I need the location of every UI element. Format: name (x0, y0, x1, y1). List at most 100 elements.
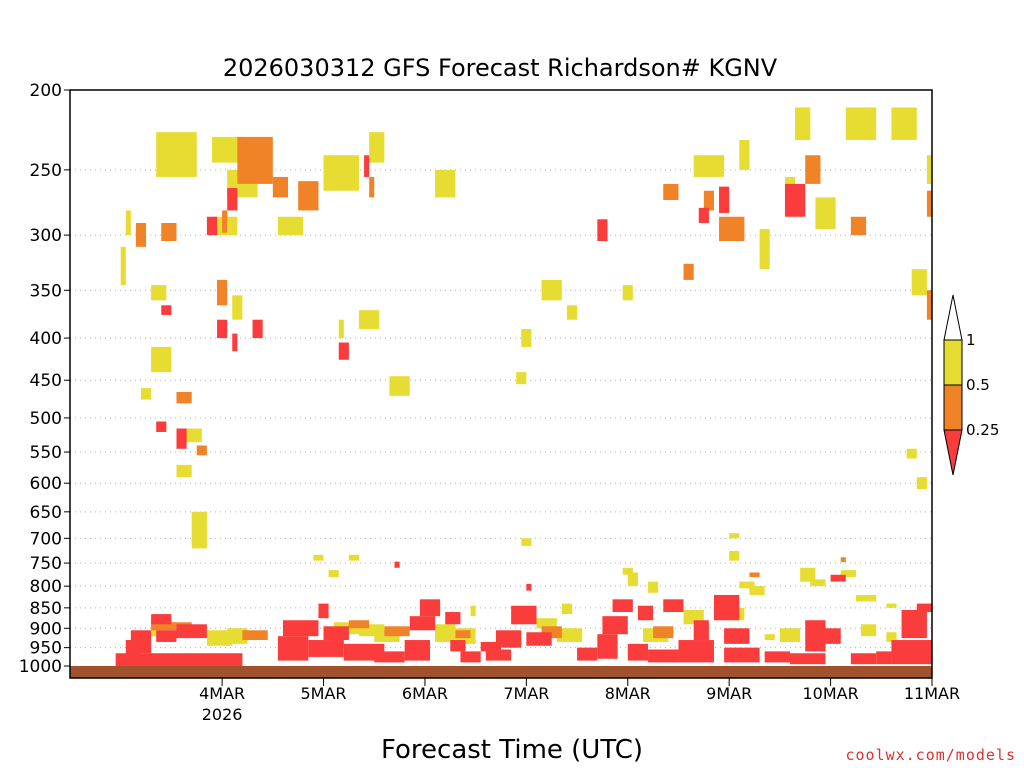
y-tick-label: 200 (30, 81, 62, 101)
ri-yellow-cell (739, 140, 750, 170)
ri-yellow-cell (759, 229, 770, 270)
ri-red-cell (678, 640, 714, 663)
ri-red-cell (338, 342, 349, 360)
x-tick-label: 4MAR (199, 684, 245, 703)
y-tick-label: 950 (30, 639, 62, 659)
ri-orange-cell (541, 626, 562, 639)
ri-red-cell (901, 609, 927, 639)
ri-orange-cell (719, 216, 745, 242)
ri-red-cell (805, 620, 826, 652)
ri-orange-cell (749, 572, 760, 578)
ri-yellow-cell (622, 567, 633, 575)
ground-strip (70, 666, 932, 678)
ri-red-cell (308, 640, 344, 657)
ri-yellow-cell (926, 155, 932, 184)
ri-yellow-cell (338, 319, 344, 339)
ri-red-cell (916, 603, 932, 613)
ri-orange-cell (161, 222, 177, 242)
ri-red-cell (891, 640, 932, 665)
x-tick-label: 5MAR (301, 684, 347, 703)
y-tick-label: 800 (30, 577, 62, 597)
y-tick-label: 1000 (19, 657, 62, 677)
y-tick-label: 250 (30, 161, 62, 181)
ri-yellow-cell (313, 554, 324, 561)
ri-yellow-cell (369, 132, 385, 163)
ri-red-cell (602, 616, 628, 635)
ri-red-cell (227, 188, 238, 211)
ri-red-cell (156, 421, 167, 432)
ri-red-cell (217, 319, 228, 339)
ri-red-cell (526, 583, 532, 591)
ri-yellow-cell (348, 554, 360, 561)
ri-red-cell (784, 183, 806, 217)
ri-red-cell (713, 594, 740, 621)
ri-orange-cell (703, 190, 714, 211)
ri-red-cell (374, 651, 405, 663)
credit-link[interactable]: coolwx.com/models (845, 746, 1016, 764)
ri-yellow-cell (359, 624, 385, 637)
ri-red-cell (409, 616, 436, 631)
ri-red-cell (790, 653, 826, 665)
ri-yellow-cell (916, 477, 927, 490)
ri-yellow-cell (140, 388, 152, 400)
ri-red-cell (724, 647, 760, 663)
ri-red-cell (404, 640, 431, 661)
ri-yellow-cell (800, 567, 816, 582)
ri-yellow-cell (176, 464, 192, 478)
ri-red-cell (693, 620, 709, 641)
ri-red-cell (637, 605, 654, 621)
ri-red-cell (480, 641, 501, 652)
y-tick-label: 550 (30, 443, 62, 463)
ri-orange-cell (805, 155, 821, 184)
ri-red-cell (526, 632, 552, 646)
y-tick-label: 400 (30, 329, 62, 349)
ri-yellow-cell (622, 285, 633, 301)
ri-orange-cell (135, 222, 147, 247)
ri-orange-cell (151, 622, 192, 631)
x-tick-label: 11MAR (904, 684, 960, 703)
ri-red-cell (232, 333, 238, 352)
ri-yellow-cell (729, 550, 740, 561)
y-tick-label: 700 (30, 529, 62, 549)
ri-red-cell (876, 651, 892, 665)
ri-red-cell (724, 628, 750, 644)
ri-red-cell (115, 653, 243, 666)
ri-orange-cell (926, 290, 932, 320)
y-tick-label: 350 (30, 281, 62, 301)
ri-red-cell (252, 319, 263, 339)
y-axis: 200 250 300 350 400 450 500 550 600 650 700 750 8008… (19, 81, 70, 677)
ri-yellow-cell (516, 372, 527, 385)
ri-red-cell (318, 603, 329, 619)
ri-orange-cell (840, 557, 846, 563)
y-tick-label: 600 (30, 474, 62, 494)
ri-yellow-cell (206, 630, 233, 646)
ri-yellow-cell (729, 533, 740, 539)
ri-yellow-cell (911, 269, 927, 296)
ri-red-cell (698, 207, 709, 223)
ri-orange-cell (217, 279, 228, 306)
richardson-cells (115, 107, 932, 666)
plot-frame (69, 89, 933, 679)
legend-threshold-label: 0.5 (966, 376, 990, 394)
x-tick-sublabel: 2026 (202, 705, 243, 724)
ri-red-cell (825, 628, 841, 644)
y-tick-label: 750 (30, 554, 62, 574)
ri-red-cell (130, 630, 152, 654)
ri-red-cell (176, 624, 207, 639)
ri-red-cell (511, 605, 537, 625)
ri-red-cell (282, 620, 319, 637)
ri-red-cell (719, 186, 730, 213)
ri-red-cell (764, 651, 791, 663)
ri-yellow-cell (648, 581, 659, 593)
ri-orange-cell (196, 445, 207, 456)
ri-yellow-cell (561, 603, 572, 615)
ri-yellow-cell (470, 605, 476, 617)
ri-yellow-cell (886, 603, 897, 608)
ri-red-cell (445, 612, 461, 625)
ri-orange-cell (926, 190, 932, 217)
x-tick-label: 8MAR (605, 684, 651, 703)
ri-yellow-cell (795, 107, 811, 141)
ri-red-cell (597, 219, 608, 242)
ri-yellow-cell (541, 279, 562, 301)
